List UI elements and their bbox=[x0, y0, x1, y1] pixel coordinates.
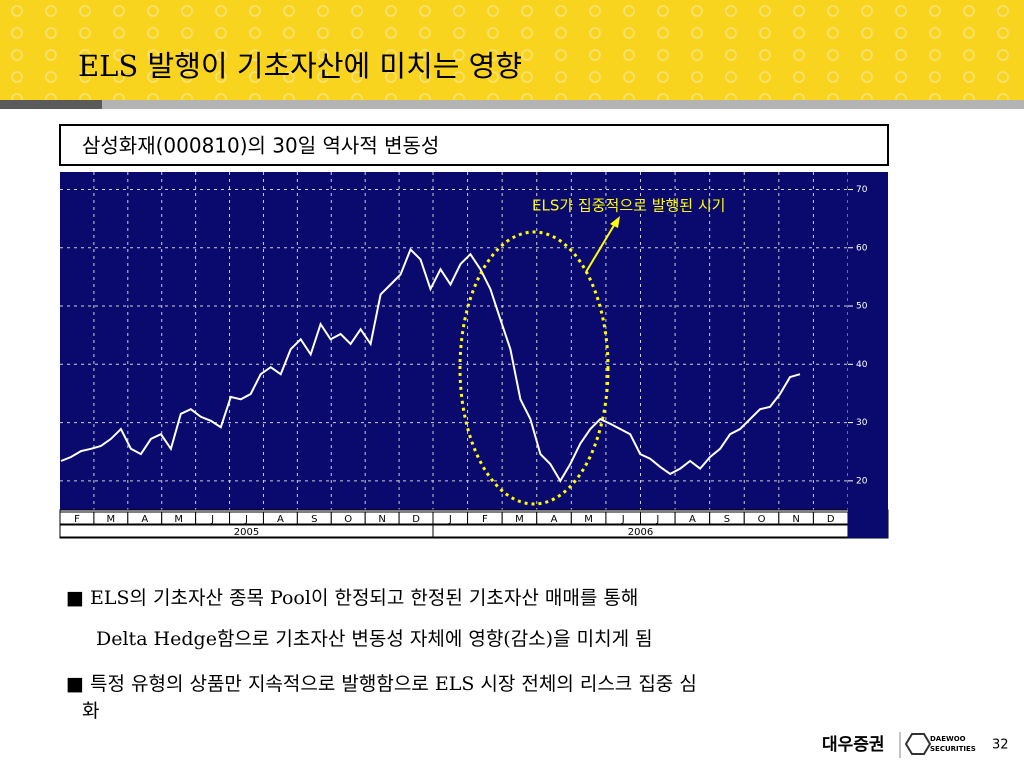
month-label: J bbox=[244, 514, 248, 525]
month-label: D bbox=[827, 514, 835, 525]
month-label: J bbox=[621, 514, 625, 525]
year-label: 2006 bbox=[628, 527, 653, 538]
highlight-ellipse bbox=[458, 230, 610, 506]
y-tick-label: 60 bbox=[856, 243, 868, 253]
logo: 대우증권 bbox=[822, 735, 885, 755]
bullet: 화 bbox=[82, 700, 99, 722]
month-label: M bbox=[584, 514, 593, 525]
month-label: J bbox=[655, 514, 659, 525]
annotation-arrowhead bbox=[610, 216, 620, 228]
bullet: Delta Hedge함으로 기초자산 변동성 자체에 영향(감소)을 미치게 … bbox=[96, 628, 653, 650]
y-tick-label: 50 bbox=[856, 302, 868, 312]
month-label: S bbox=[311, 514, 317, 525]
header-rule-dark bbox=[0, 100, 102, 109]
month-label: F bbox=[74, 514, 80, 525]
logo-en: DAEWOO bbox=[930, 735, 966, 743]
month-label: M bbox=[107, 514, 116, 525]
month-label: D bbox=[412, 514, 420, 525]
page-number: 32 bbox=[992, 738, 1009, 753]
year-label: 2005 bbox=[234, 527, 259, 538]
month-label: M bbox=[515, 514, 524, 525]
slide-title: ELS 발행이 기초자산에 미치는 영향 bbox=[78, 49, 522, 83]
annotation: ELS가 집중적으로 발행된 시기 bbox=[532, 197, 725, 215]
month-label: J bbox=[210, 514, 214, 525]
y-tick-label: 70 bbox=[856, 185, 868, 195]
month-label: N bbox=[378, 514, 385, 525]
month-label: F bbox=[482, 514, 488, 525]
header-rule bbox=[102, 100, 1024, 109]
month-label: O bbox=[344, 514, 352, 525]
y-tick-label: 20 bbox=[856, 476, 868, 486]
header-pattern bbox=[0, 0, 1024, 100]
logo-mark bbox=[904, 733, 932, 755]
bullet: ■ ELS의 기초자산 종목 Pool이 한정되고 한정된 기초자산 매매를 통… bbox=[66, 587, 638, 609]
data-line bbox=[60, 247, 801, 483]
bullet: ■ 특정 유형의 상품만 지속적으로 발행함으로 ELS 시장 전체의 리스크 … bbox=[66, 673, 697, 695]
chart: F M A M J J A S O N D J F M A M J J A S O N D 2005 2006 20 30 40 50 6… bbox=[59, 172, 889, 539]
plot-background bbox=[60, 172, 888, 510]
chart-title-box bbox=[59, 124, 889, 166]
y-tick-label: 30 bbox=[856, 418, 868, 428]
month-label: N bbox=[792, 514, 799, 525]
y-tick-label: 40 bbox=[856, 360, 868, 370]
annotation-arrow bbox=[585, 221, 617, 273]
month-label: S bbox=[724, 514, 730, 525]
month-label: M bbox=[174, 514, 183, 525]
month-label: A bbox=[277, 514, 284, 525]
month-label: J bbox=[448, 514, 452, 525]
month-label: A bbox=[689, 514, 696, 525]
logo-en: SECURITIES bbox=[930, 745, 976, 753]
chart-title: 삼성화재(000810)의 30일 역사적 변동성 bbox=[82, 134, 439, 158]
axis-right bbox=[848, 172, 888, 538]
month-label: A bbox=[141, 514, 148, 525]
month-label: A bbox=[551, 514, 558, 525]
month-label: O bbox=[758, 514, 766, 525]
